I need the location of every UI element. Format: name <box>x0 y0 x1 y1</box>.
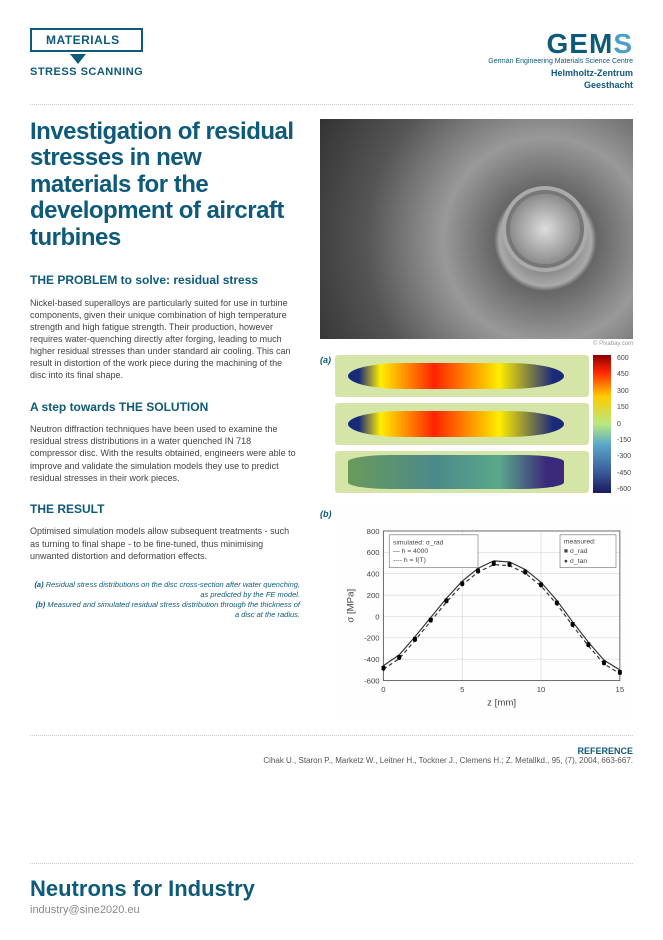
divider <box>30 104 633 105</box>
logo-s: S <box>613 28 633 59</box>
result-heading: THE RESULT <box>30 502 300 518</box>
turbine-image <box>320 119 633 339</box>
logo-sub1: German Engineering Materials Science Cen… <box>488 58 633 66</box>
heatmap-stack <box>335 355 589 493</box>
fig-b-label: (b) <box>320 509 332 519</box>
right-column: © Pixabay.com (a) 6004503001500-150-300-… <box>320 119 633 717</box>
pointer-icon <box>70 54 86 64</box>
svg-text:0: 0 <box>381 685 385 694</box>
fig-a-label: (a) <box>320 355 331 365</box>
svg-text:■ σ_rad: ■ σ_rad <box>563 548 587 555</box>
heatmap-3 <box>335 451 589 493</box>
logo-main: GEM <box>547 28 614 59</box>
problem-text: Nickel-based superalloys are particularl… <box>30 297 300 382</box>
svg-text:● σ_tan: ● σ_tan <box>563 558 587 565</box>
svg-text:15: 15 <box>615 685 624 694</box>
category-block: MATERIALS STRESS SCANNING <box>30 28 143 96</box>
colorbar <box>593 355 611 493</box>
svg-text:σ [MPa]: σ [MPa] <box>345 589 356 623</box>
logo-sub2b: Geesthacht <box>488 80 633 90</box>
colorbar-labels: 6004503001500-150-300-450-600 <box>615 355 633 493</box>
svg-text:200: 200 <box>366 591 379 600</box>
chart-svg: -600 -400 -200 0 200 400 600 800 0 5 10 15 σ [MPa] z … <box>340 513 630 713</box>
svg-text:---- h = f(T): ---- h = f(T) <box>393 557 426 564</box>
heatmap-1 <box>335 355 589 397</box>
svg-text:-200: -200 <box>364 634 379 643</box>
chart-b: -600 -400 -200 0 200 400 600 800 0 5 10 15 σ [MPa] z … <box>336 509 634 717</box>
gems-logo: GEMS German Engineering Materials Scienc… <box>488 28 633 90</box>
svg-text:z [mm]: z [mm] <box>487 698 516 709</box>
logo-sub2a: Helmholtz-Zentrum <box>488 68 633 78</box>
cap-b: Measured and simulated residual stress d… <box>47 600 300 619</box>
svg-text:800: 800 <box>366 527 379 536</box>
cap-a: Residual stress distributions on the dis… <box>46 580 300 599</box>
category-box: MATERIALS <box>30 28 143 52</box>
page-title: Investigation of residual stresses in ne… <box>30 119 300 251</box>
logo-title: GEMS <box>488 28 633 60</box>
svg-text:0: 0 <box>375 612 379 621</box>
cap-a-label: (a) <box>34 580 43 589</box>
svg-text:-600: -600 <box>364 676 379 685</box>
svg-text:5: 5 <box>460 685 464 694</box>
header: MATERIALS STRESS SCANNING GEMS German En… <box>30 28 633 96</box>
footer: Neutrons for Industry industry@sine2020.… <box>30 863 633 916</box>
reference-text: Cihak U., Staron P., Marketz W., Leitner… <box>263 756 633 765</box>
svg-text:-400: -400 <box>364 655 379 664</box>
reference-label: REFERENCE <box>30 746 633 756</box>
solution-heading: A step towards THE SOLUTION <box>30 400 300 416</box>
left-column: Investigation of residual stresses in ne… <box>30 119 300 717</box>
footer-email: industry@sine2020.eu <box>30 904 633 916</box>
svg-text:400: 400 <box>366 570 379 579</box>
figure-caption: (a) Residual stress distributions on the… <box>30 580 300 621</box>
svg-text:simulated: σ_rad: simulated: σ_rad <box>393 539 444 546</box>
footer-title: Neutrons for Industry <box>30 876 633 902</box>
heatmap-group: 6004503001500-150-300-450-600 <box>335 355 633 493</box>
reference-block: REFERENCE Cihak U., Staron P., Marketz W… <box>30 735 633 765</box>
svg-text:measured:: measured: <box>563 539 595 546</box>
result-text: Optimised simulation models allow subseq… <box>30 525 300 561</box>
svg-text:10: 10 <box>536 685 545 694</box>
svg-text:— h = 4000: — h = 4000 <box>393 548 428 555</box>
svg-text:600: 600 <box>366 548 379 557</box>
image-credit: © Pixabay.com <box>320 341 633 347</box>
heatmap-2 <box>335 403 589 445</box>
subcategory-label: STRESS SCANNING <box>30 66 143 78</box>
solution-text: Neutron diffraction techniques have been… <box>30 423 300 484</box>
content-area: Investigation of residual stresses in ne… <box>30 119 633 717</box>
problem-heading: THE PROBLEM to solve: residual stress <box>30 273 300 289</box>
cap-b-label: (b) <box>36 600 46 609</box>
